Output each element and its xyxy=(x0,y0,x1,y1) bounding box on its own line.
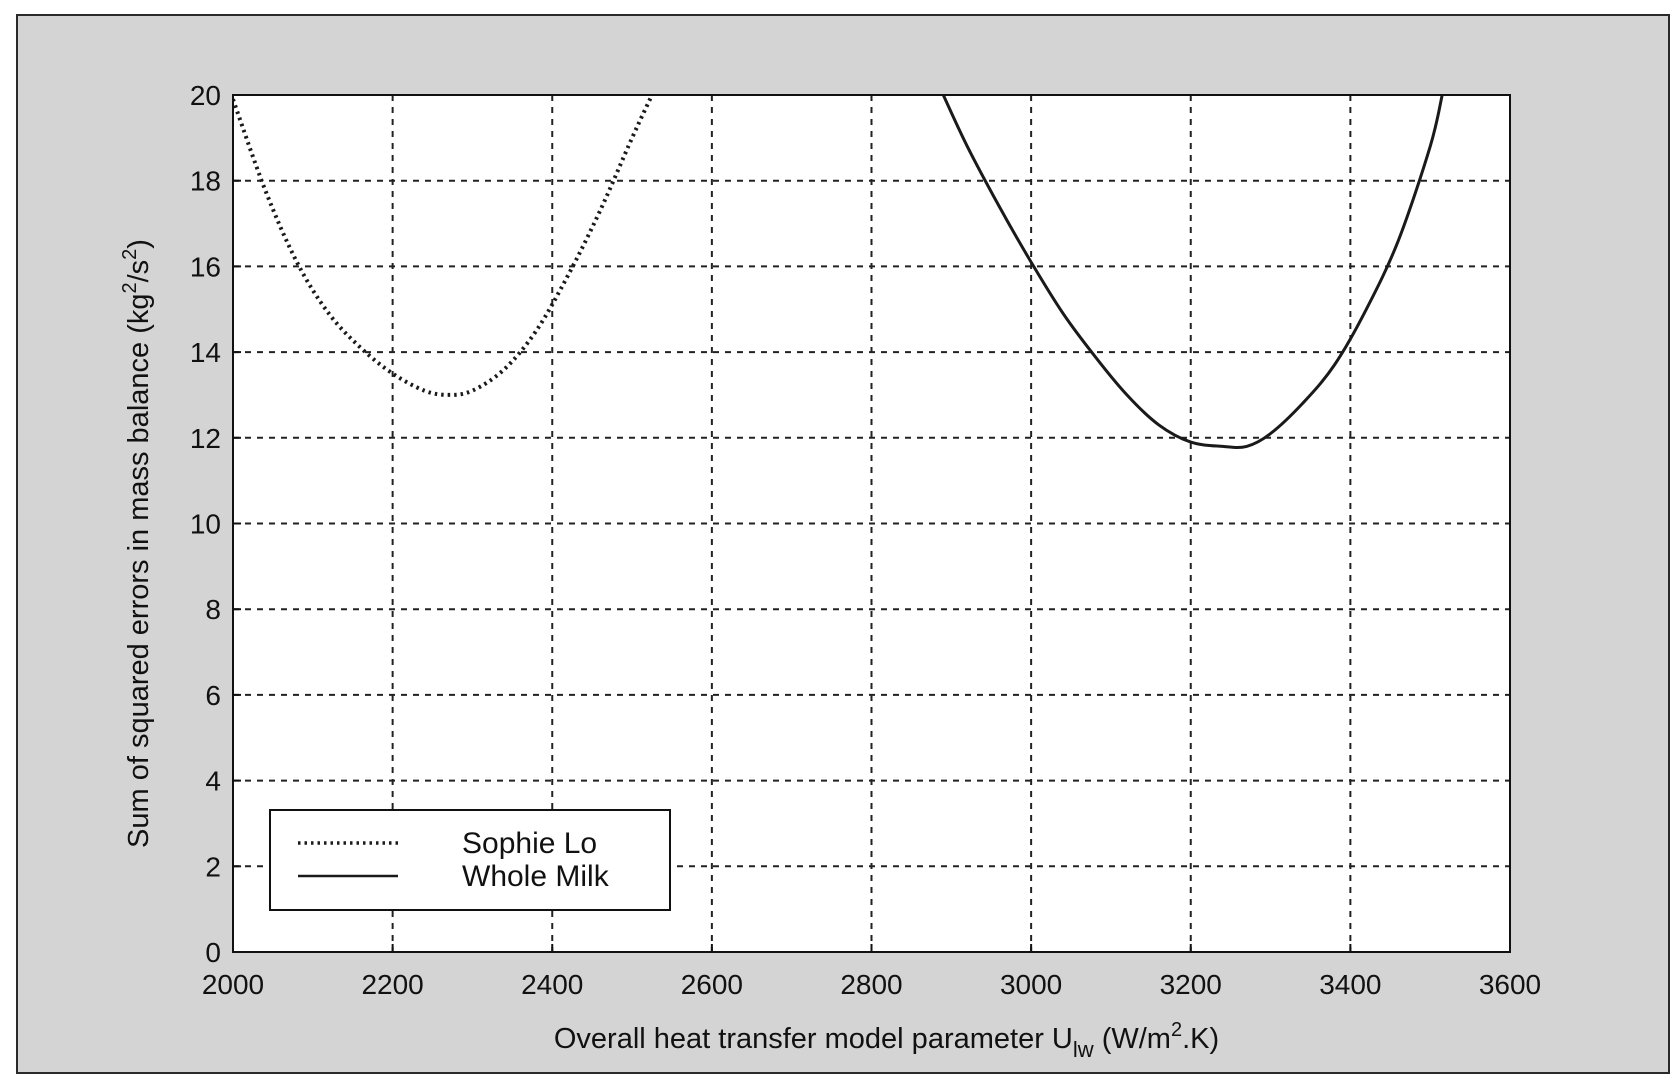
y-axis-title: Sum of squared errors in mass balance (k… xyxy=(119,239,155,848)
x-axis-ticks: 2000 2200 2400 2600 2800 3000 3200 3400 3600 xyxy=(202,944,1541,1000)
y-tick-label: 4 xyxy=(205,766,221,797)
x-axis-title-main: Overall heat transfer model parameter U xyxy=(554,1023,1073,1055)
legend-label-sophie-lo: Sophie Lo xyxy=(462,827,597,860)
x-tick-label: 3000 xyxy=(1000,969,1062,1000)
y-axis-title-end: ) xyxy=(123,239,155,249)
x-axis-title-unit-end: .K) xyxy=(1182,1023,1219,1055)
x-axis-title-unit: (W/m xyxy=(1094,1023,1171,1055)
y-tick-label: 12 xyxy=(190,423,221,454)
x-axis-title-unit-sup: 2 xyxy=(1171,1019,1182,1041)
y-tick-label: 10 xyxy=(190,509,221,540)
y-tick-label: 20 xyxy=(190,80,221,111)
x-axis-title-subscript: lw xyxy=(1073,1037,1094,1062)
y-tick-label: 6 xyxy=(205,680,221,711)
y-axis-title-mid: /s xyxy=(123,260,155,283)
y-axis-title-main: Sum of squared errors in mass balance (k… xyxy=(123,294,155,848)
legend-label-whole-milk: Whole Milk xyxy=(462,860,610,893)
x-tick-label: 2400 xyxy=(521,969,583,1000)
x-tick-label: 2600 xyxy=(681,969,743,1000)
series-line-sophie-lo xyxy=(233,95,654,397)
y-axis-ticks: 0 2 4 6 8 10 12 14 16 18 20 xyxy=(190,80,241,968)
y-tick-label: 18 xyxy=(190,166,221,197)
x-tick-label: 3400 xyxy=(1319,969,1381,1000)
y-tick-label: 16 xyxy=(190,251,221,282)
x-tick-label: 3600 xyxy=(1479,969,1541,1000)
x-tick-label: 3200 xyxy=(1160,969,1222,1000)
y-axis-title-sup2: 2 xyxy=(119,249,141,260)
legend-box xyxy=(269,809,671,911)
y-tick-label: 2 xyxy=(205,851,221,882)
y-axis-title-sup1: 2 xyxy=(119,282,141,293)
legend: Sophie Lo Whole Milk xyxy=(269,809,671,911)
y-tick-label: 14 xyxy=(190,337,221,368)
y-tick-label: 0 xyxy=(205,937,221,968)
x-tick-label: 2000 xyxy=(202,969,264,1000)
y-tick-label: 8 xyxy=(205,594,221,625)
x-axis-title: Overall heat transfer model parameter Ul… xyxy=(554,1019,1219,1062)
x-tick-label: 2200 xyxy=(361,969,423,1000)
series-line-whole-milk xyxy=(941,95,1444,450)
x-tick-label: 2800 xyxy=(840,969,902,1000)
grid xyxy=(233,95,1510,952)
series-layer xyxy=(233,95,1444,450)
